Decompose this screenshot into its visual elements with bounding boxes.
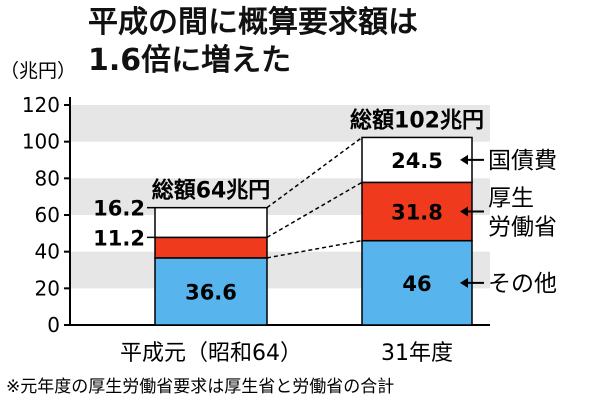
bar-segment-other [154,257,268,326]
total-label: 総額102兆円 [350,107,484,133]
data-label: 16.2 [93,197,145,221]
connector-line [266,239,363,259]
y-tick-label: 120 [22,93,60,117]
y-tick-label: 0 [47,313,60,337]
connector-line [266,181,363,239]
grid-band [70,105,490,142]
data-label: 11.2 [93,226,145,250]
legend-entry: 厚生労働省 [488,186,557,241]
unit-label: （兆円） [0,60,76,82]
data-label: 46 [402,272,431,296]
y-tick-label: 80 [35,166,60,190]
y-axis: 0 20 40 60 80 100 120 [22,93,490,337]
chart-title-line-1: 平成の間に概算要求額は [88,5,418,40]
x-category-label: 31年度 [381,341,453,366]
legend-arrowhead [460,277,468,288]
data-label: 36.6 [185,280,237,304]
y-tick-label: 100 [22,130,60,154]
legend-entry: 国債費 [488,148,557,174]
data-label: 24.5 [391,149,443,173]
bar-segment-debt [154,206,268,239]
footnote: ※元年度の厚生労働省要求は厚生省と労働省の合計 [6,377,394,397]
bar-segment-debt [361,136,473,184]
chart-title-line-2: 1.6倍に増えた [88,43,291,78]
y-tick-label: 20 [35,276,60,300]
data-label: 31.8 [391,201,443,225]
y-tick-label: 40 [35,240,60,264]
x-category-label: 平成元（昭和64） [120,341,302,366]
connector-line [266,136,363,209]
total-label: 総額64兆円 [152,178,271,204]
legend-arrowhead [460,154,468,165]
bars [154,136,473,326]
legend-entry: その他 [488,271,557,297]
connector-lines [266,136,363,259]
bar-segment-other [361,239,473,326]
bar-segment-health-labor [154,236,268,259]
legend-arrowhead [460,206,468,217]
y-tick-label: 60 [35,203,60,227]
